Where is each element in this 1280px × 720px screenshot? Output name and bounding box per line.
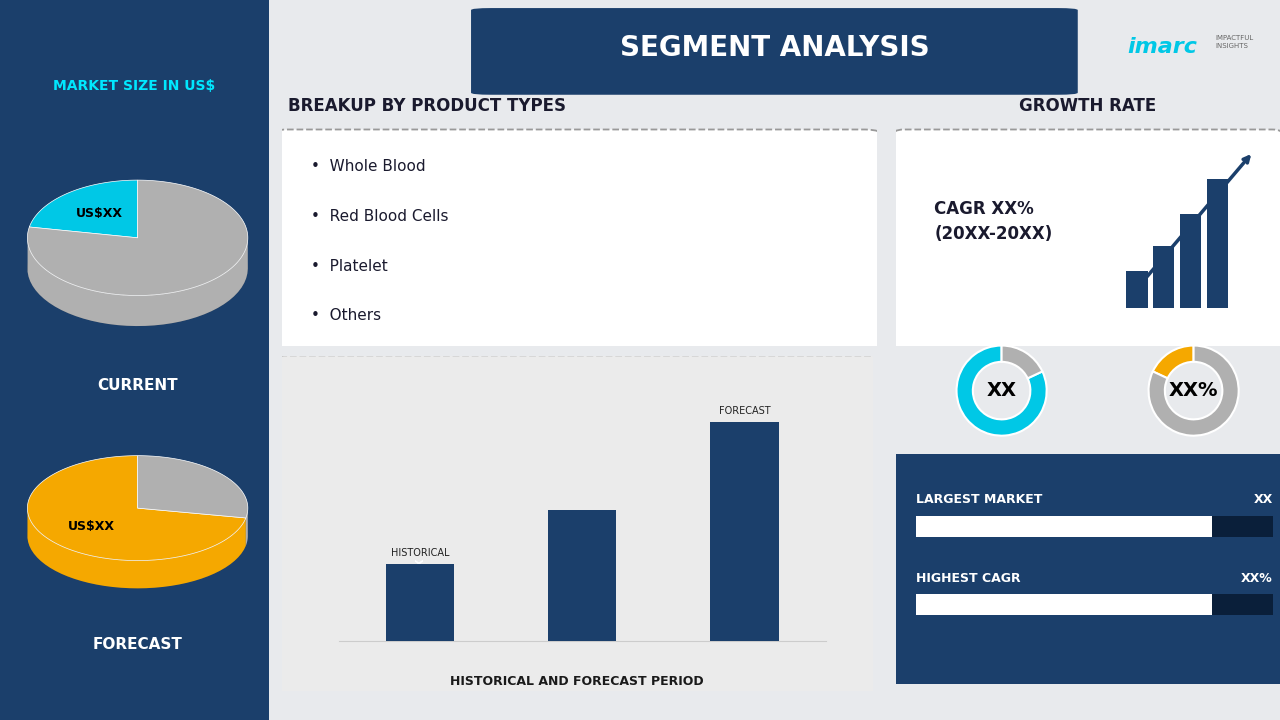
Text: XX%: XX% bbox=[1242, 572, 1272, 585]
Bar bbox=[1153, 246, 1175, 308]
Wedge shape bbox=[1001, 346, 1042, 378]
Bar bbox=[916, 516, 1212, 536]
Text: BREAKUP BY PRODUCT TYPES: BREAKUP BY PRODUCT TYPES bbox=[288, 97, 566, 115]
Text: •  Red Blood Cells: • Red Blood Cells bbox=[311, 209, 449, 224]
Text: LARGEST MARKET: LARGEST MARKET bbox=[916, 493, 1042, 506]
Text: HIGHEST CAGR: HIGHEST CAGR bbox=[916, 572, 1020, 585]
Bar bbox=[1180, 214, 1201, 308]
Text: •  Others: • Others bbox=[311, 308, 381, 323]
FancyBboxPatch shape bbox=[890, 450, 1280, 688]
Text: CURRENT: CURRENT bbox=[97, 378, 178, 392]
Bar bbox=[387, 564, 454, 641]
FancyBboxPatch shape bbox=[471, 8, 1078, 95]
Text: imarc: imarc bbox=[1128, 37, 1198, 57]
Text: US$XX: US$XX bbox=[68, 520, 114, 533]
Text: XX%: XX% bbox=[1169, 381, 1219, 400]
Text: GROWTH RATE: GROWTH RATE bbox=[1019, 97, 1157, 115]
Bar bbox=[916, 516, 1272, 536]
Text: FORECAST: FORECAST bbox=[719, 406, 771, 416]
Polygon shape bbox=[27, 456, 246, 561]
FancyBboxPatch shape bbox=[892, 130, 1280, 351]
Text: XX: XX bbox=[987, 381, 1016, 400]
Wedge shape bbox=[1153, 346, 1193, 378]
Bar bbox=[548, 510, 617, 641]
Bar bbox=[916, 594, 1212, 615]
FancyBboxPatch shape bbox=[270, 130, 883, 351]
Text: US$XX: US$XX bbox=[76, 207, 123, 220]
Text: FORECAST: FORECAST bbox=[92, 637, 183, 652]
Polygon shape bbox=[27, 510, 246, 588]
Ellipse shape bbox=[27, 483, 248, 588]
Text: IMPACTFUL
INSIGHTS: IMPACTFUL INSIGHTS bbox=[1215, 35, 1253, 48]
Text: •  Platelet: • Platelet bbox=[311, 258, 388, 274]
Polygon shape bbox=[27, 180, 248, 295]
Wedge shape bbox=[1148, 346, 1239, 436]
Polygon shape bbox=[29, 180, 138, 238]
Bar bbox=[916, 594, 1272, 615]
Polygon shape bbox=[28, 238, 248, 326]
Polygon shape bbox=[138, 456, 248, 518]
Polygon shape bbox=[246, 508, 248, 546]
Text: MARKET SIZE IN US$: MARKET SIZE IN US$ bbox=[54, 79, 215, 94]
Text: HISTORICAL AND FORECAST PERIOD: HISTORICAL AND FORECAST PERIOD bbox=[451, 675, 704, 688]
Text: XX: XX bbox=[1253, 493, 1272, 506]
Bar bbox=[1126, 271, 1148, 308]
Text: SEGMENT ANALYSIS: SEGMENT ANALYSIS bbox=[620, 35, 929, 63]
Text: HISTORICAL: HISTORICAL bbox=[390, 548, 449, 558]
FancyBboxPatch shape bbox=[279, 356, 874, 693]
Ellipse shape bbox=[27, 211, 248, 326]
Bar bbox=[1207, 179, 1229, 308]
Text: •  Whole Blood: • Whole Blood bbox=[311, 159, 426, 174]
Wedge shape bbox=[956, 346, 1047, 436]
Bar bbox=[710, 423, 778, 641]
Text: CAGR XX%
(20XX-20XX): CAGR XX% (20XX-20XX) bbox=[934, 200, 1052, 243]
